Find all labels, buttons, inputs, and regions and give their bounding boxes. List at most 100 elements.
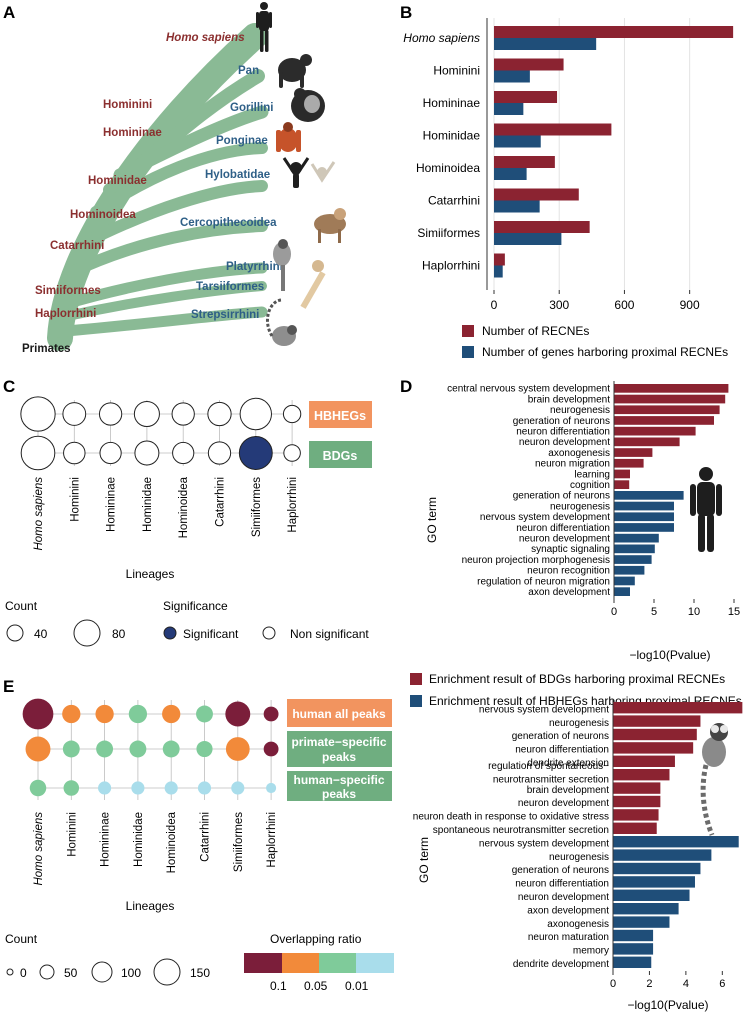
tree-label-homininae: Homininae (103, 127, 162, 139)
dot-human-specific-peaks-hominoidea (164, 781, 178, 795)
panel-label-e: E (3, 677, 14, 696)
dot-bdgs-homo-sapiens (20, 435, 56, 471)
legend-swatch-recnes (462, 325, 474, 337)
go-bar-0-dendrite-extension (613, 755, 675, 767)
go-bar-0-neuron-death-in-response-to-oxidative-stress (613, 809, 659, 821)
count-legend-80: 80 (112, 627, 126, 641)
go-term-1-neuron-projection-morphogenesis: neuron projection morphogenesis (462, 555, 610, 566)
dot-hbhegs-hominini (62, 402, 87, 426)
b-bar-recnes-homininae (494, 91, 558, 103)
count-legend-0: 0 (20, 966, 27, 980)
bdgs-row-label: BDGs (323, 449, 358, 463)
macaque-icon (314, 208, 346, 243)
b-bar-genes-homininae (494, 103, 524, 115)
human-all-peaks-label-box (287, 699, 392, 727)
go-term-1-axon-development: axon development (527, 905, 609, 916)
dot-human-specific-peaks-haplorrhini (266, 782, 277, 794)
panel-e-dot-matrix: human all peaks primate−specific peaks h… (5, 698, 394, 993)
go-term-0-nervous-system-development: nervous system development (479, 704, 609, 715)
dot-human-all-peaks-catarrhini (196, 705, 213, 723)
count-legend-150: 150 (190, 966, 210, 980)
tree-label-primates: Primates (22, 343, 71, 355)
count-legend-100-dot (91, 961, 113, 983)
marmoset-icon (273, 239, 291, 291)
go-tick-label-0: 0 (611, 606, 617, 618)
panel-e-lineage-labels: Homo sapiens Hominini Homininae Hominidae Ho… (33, 811, 278, 885)
lineage-label-hominidae: Hominidae (142, 477, 154, 532)
tree-label-gorillini: Gorillini (230, 102, 273, 114)
b-category-hominoidea: Hominoidea (416, 161, 480, 175)
dot-bdgs-hominidae (134, 440, 160, 466)
go-bar-1-axon-development (614, 587, 630, 596)
go-term-0-regulation-of-spontaneous-neurotransmitter-secretion-a: regulation of spontaneous− (488, 761, 609, 772)
b-xtick-900: 900 (680, 298, 700, 312)
lineage-label-hominini: Hominini (66, 812, 78, 857)
human-all-peaks-label: human all peaks (292, 707, 386, 721)
count-legend-50-dot (39, 964, 55, 980)
overlapping-ratio-title: Overlapping ratio (270, 932, 362, 946)
go-term-1-neuron-development: neuron development (519, 534, 610, 545)
dot-human-all-peaks-haplorrhini (263, 706, 279, 722)
overlapping-ratio-legend: Overlapping ratio 0.1 0.05 0.01 (244, 932, 394, 993)
panel-b-x-ticks: 0 300 600 900 (491, 298, 700, 312)
gorilla-icon (291, 88, 325, 122)
significance-legend-title: Significance (163, 599, 228, 613)
lineage-label-catarrhini: Catarrhini (215, 477, 227, 527)
go-bar-0-neuron-development (614, 437, 680, 447)
legend-label-genes: Number of genes harboring proximal RECNE… (482, 345, 728, 359)
lineage-label-hominoidea: Hominoidea (178, 476, 190, 538)
go-term-0-generation-of-neurons: generation of neurons (512, 731, 609, 742)
tree-label-haplorrhini: Haplorrhini (35, 308, 96, 320)
human-specific-peaks-label-2: peaks (322, 787, 356, 801)
lineage-label-hominoidea: Hominoidea (166, 811, 178, 873)
go-term-0-brain-development: brain development (527, 785, 609, 796)
go-term-0-spontaneous-neurotransmitter-secretion: spontaneous neurotransmitter secretion (433, 825, 609, 836)
panel-b-bar-chart: Homo sapiens Hominini Homininae Hominidae Ho… (403, 18, 744, 359)
go-term-1-neurogenesis: neurogenesis (550, 501, 610, 512)
b-bar-recnes-hominini (494, 58, 564, 71)
b-category-simiiformes: Simiiformes (417, 226, 480, 240)
panel-d-term-labels: central nervous system developmentbrain … (447, 384, 610, 598)
go-bar-1-generation-of-neurons (614, 491, 684, 500)
hbhegs-row-label: HBHEGs (314, 409, 366, 423)
b-bar-recnes-haplorrhini (494, 253, 505, 266)
panel-d-go-chart: central nervous system developmentbrain … (410, 381, 742, 708)
count-legend-80-dot (73, 619, 101, 647)
gibbon-icon (282, 157, 336, 188)
dot-primate-specific-peaks-hominidae (129, 740, 147, 758)
dot-bdgs-haplorrhini (283, 444, 301, 462)
panel-label-d: D (400, 377, 412, 396)
b-bar-genes-hominoidea (494, 168, 527, 180)
go-bar-0-generation-of-neurons (614, 416, 714, 425)
b-category-haplorrhini: Haplorrhini (422, 259, 480, 273)
b-bar-genes-hominini (494, 70, 530, 83)
go-term-1-memory: memory (573, 946, 609, 957)
panel-label-c: C (3, 377, 15, 396)
panel-e-go-chart: nervous system development neurogenesis ge… (413, 699, 743, 1012)
significant-legend-label: Significant (183, 627, 239, 641)
panel-e-count-legend: Count 0 50 100 150 (5, 932, 210, 986)
dot-hbhegs-catarrhini (207, 401, 232, 427)
go-term-1-generation-of-neurons: generation of neurons (512, 865, 609, 876)
dot-bdgs-simiiformes (238, 436, 273, 470)
b-bar-genes-hominidae (494, 135, 541, 148)
dot-hbhegs-hominidae (133, 400, 160, 428)
go-term-0-neuron-differentiation: neuron differentiation (515, 745, 609, 756)
dot-bdgs-hominoidea (172, 441, 195, 465)
go-bar-1-neuron-projection-morphogenesis (614, 555, 652, 564)
tree-label-platyrrhini: Platyrrhini (226, 261, 283, 273)
chimpanzee-icon (278, 54, 312, 88)
go-bar-0-nervous-system-development (613, 702, 743, 714)
panel-e-go-x-axis: 0 2 4 6 (610, 699, 725, 990)
go-term-1-neurogenesis: neurogenesis (549, 852, 609, 863)
count-legend-title: Count (5, 599, 38, 613)
ratio-swatch-0-01 (319, 953, 356, 973)
go-bar-0-cognition (614, 480, 630, 489)
count-legend-40: 40 (34, 627, 48, 641)
panel-d-y-title: GO term (425, 497, 439, 543)
go-bar-1-neuron-development (613, 889, 690, 901)
tree-label-hominoidea: Hominoidea (70, 209, 136, 221)
go-term-1-synaptic-signaling: synaptic signaling (531, 544, 610, 555)
bdgs-row-label-box (309, 441, 372, 468)
